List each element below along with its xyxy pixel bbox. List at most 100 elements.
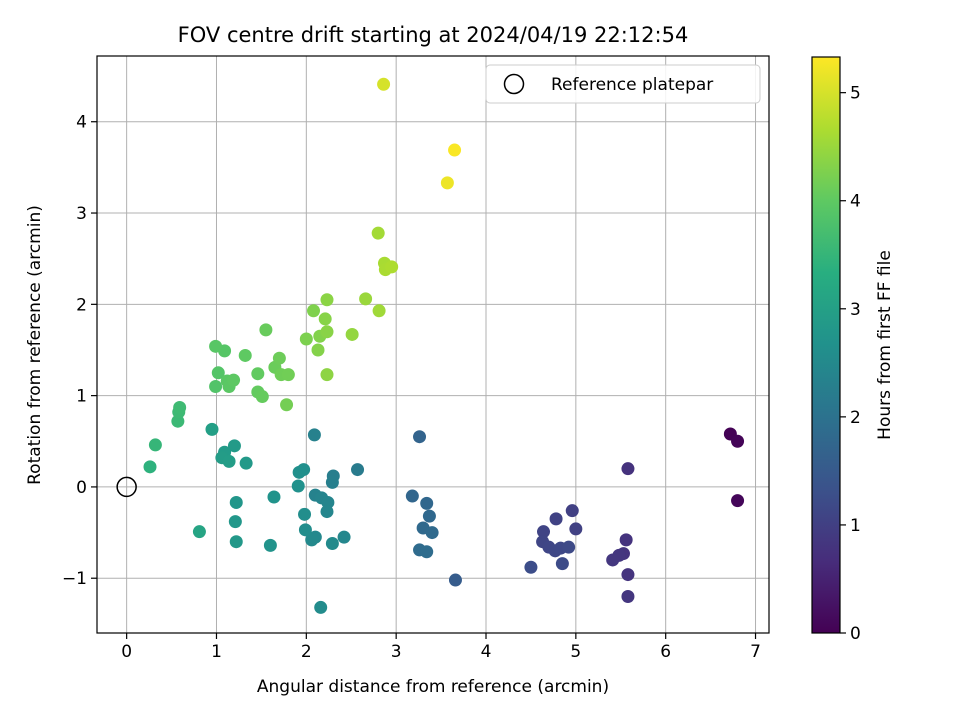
colorbar-label: Hours from first FF file xyxy=(875,250,895,440)
data-point xyxy=(229,495,243,509)
data-point xyxy=(405,489,419,503)
x-axis-ticks: 0 1 2 3 4 5 6 7 xyxy=(121,633,761,662)
data-point xyxy=(291,479,305,493)
data-point xyxy=(209,339,223,353)
data-point xyxy=(205,422,219,436)
data-point xyxy=(385,260,399,274)
data-point xyxy=(371,226,385,240)
data-point xyxy=(292,465,306,479)
reference-point-marker xyxy=(116,476,137,498)
data-point xyxy=(420,496,434,510)
data-point xyxy=(731,494,745,508)
data-point xyxy=(280,398,294,412)
data-point xyxy=(422,509,436,523)
data-point xyxy=(425,526,439,540)
y-tick-label: 3 xyxy=(76,204,87,224)
data-point xyxy=(413,430,427,444)
data-point xyxy=(311,343,325,357)
data-point xyxy=(562,540,576,554)
data-point xyxy=(272,351,286,365)
colorbar-tick-label: 3 xyxy=(850,300,861,320)
y-tick-label: 0 xyxy=(76,478,87,498)
grid xyxy=(97,56,769,633)
data-point xyxy=(222,454,236,468)
y-axis-ticks: −1 0 1 2 3 4 xyxy=(62,113,97,589)
legend-marker-reference xyxy=(503,73,525,95)
x-tick-label: 4 xyxy=(481,642,492,662)
data-point xyxy=(314,600,328,614)
data-points xyxy=(143,77,745,614)
colorbar-tick-label: 5 xyxy=(850,84,861,104)
data-point xyxy=(305,533,319,547)
data-point xyxy=(565,504,579,518)
colorbar-tick-label: 4 xyxy=(850,192,861,212)
y-tick-label: −1 xyxy=(62,569,87,589)
colorbar: 0 1 2 3 4 5 Hours from first FF file xyxy=(811,56,895,644)
data-point xyxy=(238,348,252,362)
data-point xyxy=(227,439,241,453)
data-point xyxy=(325,475,339,489)
data-point xyxy=(267,490,281,504)
data-point xyxy=(307,304,321,318)
data-point xyxy=(621,568,635,582)
data-point xyxy=(524,560,538,574)
data-point xyxy=(318,312,332,326)
data-point xyxy=(448,573,462,587)
data-point xyxy=(211,366,225,380)
chart-title: FOV centre drift starting at 2024/04/19 … xyxy=(178,23,689,47)
data-point xyxy=(372,304,386,318)
data-point xyxy=(229,535,243,549)
data-point xyxy=(619,533,633,547)
data-point xyxy=(351,463,365,477)
x-tick-label: 0 xyxy=(121,642,132,662)
data-point xyxy=(537,525,551,539)
legend: Reference platepar xyxy=(485,64,761,104)
data-point xyxy=(239,456,253,470)
data-point xyxy=(320,368,334,382)
data-point xyxy=(255,390,269,404)
data-point xyxy=(569,522,583,536)
data-point xyxy=(359,292,373,306)
data-point xyxy=(420,545,434,559)
colorbar-ticks: 0 1 2 3 4 5 xyxy=(840,84,861,644)
colorbar-tick-label: 2 xyxy=(850,408,861,428)
x-tick-label: 1 xyxy=(211,642,222,662)
x-tick-label: 2 xyxy=(301,642,312,662)
data-point xyxy=(621,462,635,476)
data-point xyxy=(440,176,454,190)
legend-box xyxy=(485,64,761,104)
x-axis-label: Angular distance from reference (arcmin) xyxy=(257,677,609,697)
x-tick-label: 3 xyxy=(391,642,402,662)
data-point xyxy=(606,553,620,567)
data-point xyxy=(337,530,351,544)
data-point xyxy=(320,505,334,519)
data-point xyxy=(263,538,277,552)
data-point xyxy=(192,525,206,539)
x-tick-label: 5 xyxy=(570,642,581,662)
data-point xyxy=(228,515,242,529)
data-point xyxy=(251,367,265,381)
data-point xyxy=(307,428,321,442)
data-point xyxy=(148,438,162,452)
data-point xyxy=(345,327,359,341)
data-point xyxy=(259,323,273,337)
data-point xyxy=(281,368,295,382)
data-point xyxy=(320,293,334,307)
data-point xyxy=(227,373,241,387)
y-tick-label: 2 xyxy=(76,295,87,315)
data-point xyxy=(549,512,563,526)
colorbar-gradient xyxy=(811,56,841,634)
data-point xyxy=(209,379,223,393)
x-tick-label: 7 xyxy=(750,642,761,662)
data-point xyxy=(320,325,334,339)
y-axis-label: Rotation from reference (arcmin) xyxy=(25,205,45,485)
data-point xyxy=(555,557,569,571)
y-tick-label: 1 xyxy=(76,387,87,407)
plot-frame xyxy=(96,55,770,634)
colorbar-tick-label: 0 xyxy=(850,624,861,644)
data-point xyxy=(143,460,157,474)
data-point xyxy=(621,589,635,603)
x-tick-label: 6 xyxy=(660,642,671,662)
data-point xyxy=(377,77,391,91)
